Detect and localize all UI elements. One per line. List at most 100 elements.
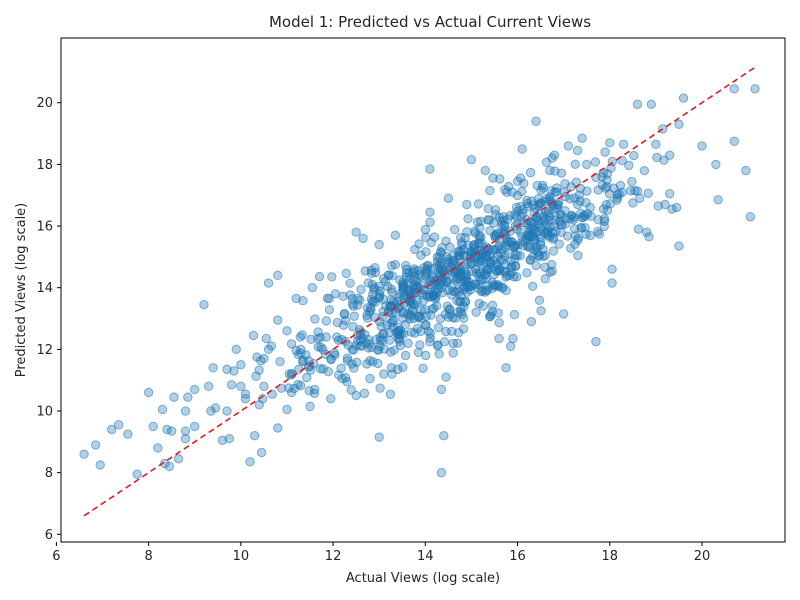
data-point [605, 138, 615, 148]
data-point [480, 165, 490, 176]
data-point [628, 198, 638, 208]
data-point [358, 233, 368, 244]
data-point [324, 305, 335, 315]
data-point [345, 278, 355, 288]
data-point [750, 84, 760, 94]
data-point [541, 193, 552, 204]
data-point [508, 333, 518, 344]
data-point [375, 290, 385, 300]
data-point [541, 214, 551, 224]
data-point [180, 426, 191, 436]
data-point [346, 385, 356, 395]
data-point [444, 304, 455, 314]
data-point [371, 334, 381, 345]
data-point [435, 314, 446, 324]
data-point [711, 159, 721, 170]
data-point [476, 275, 486, 285]
data-point [501, 363, 511, 373]
data-point [484, 215, 495, 225]
data-point [466, 155, 477, 165]
data-point [593, 227, 603, 237]
data-point [261, 333, 271, 344]
data-point [494, 333, 504, 344]
data-point [368, 357, 378, 367]
data-point [531, 116, 541, 126]
data-point [166, 426, 177, 436]
data-point [612, 190, 623, 200]
data-point [485, 185, 495, 196]
data-point [454, 254, 465, 264]
data-point [240, 393, 251, 404]
data-point [393, 327, 404, 337]
data-point [528, 200, 538, 210]
data-point [348, 301, 359, 311]
data-point [494, 212, 505, 222]
data-point [515, 173, 526, 183]
data-point [518, 240, 528, 251]
reference-line-layer [83, 65, 758, 517]
data-point [462, 269, 472, 280]
data-point [398, 362, 408, 372]
data-point [542, 227, 553, 238]
data-point [408, 299, 419, 309]
data-point [534, 295, 545, 306]
x-axis-label: Actual Views (log scale) [346, 571, 500, 586]
data-point [365, 373, 375, 384]
data-point [425, 164, 435, 174]
data-point [632, 99, 643, 109]
data-point [653, 201, 663, 211]
data-point [553, 199, 563, 210]
data-point [306, 334, 316, 345]
data-point [531, 260, 541, 271]
data-point [512, 190, 523, 201]
data-point [528, 224, 539, 234]
data-point [373, 358, 383, 369]
data-point [386, 318, 396, 328]
data-point [600, 147, 610, 157]
data-point [313, 327, 323, 337]
data-point [180, 434, 191, 444]
data-point [538, 183, 548, 193]
data-point [483, 204, 493, 214]
data-point [562, 231, 573, 241]
data-point [502, 187, 512, 197]
data-point [460, 297, 471, 307]
data-point [251, 371, 261, 381]
data-point [551, 187, 562, 197]
data-point [422, 261, 432, 272]
data-point [153, 443, 163, 453]
data-point [652, 152, 662, 163]
data-point [362, 313, 373, 323]
data-point [362, 303, 373, 313]
data-point [509, 310, 520, 320]
data-point [525, 242, 536, 253]
data-point [164, 461, 175, 472]
data-point [426, 269, 437, 280]
data-point [429, 291, 439, 301]
data-point [326, 393, 336, 404]
data-point [425, 207, 435, 217]
data-point [434, 349, 444, 359]
data-point [612, 193, 623, 203]
data-point [169, 392, 179, 402]
data-point [226, 380, 237, 390]
data-point [208, 363, 218, 373]
data-point [534, 251, 545, 261]
data-point [576, 208, 586, 219]
data-point [415, 340, 425, 350]
data-point [355, 295, 365, 305]
data-point [355, 341, 365, 351]
data-point [493, 279, 503, 290]
data-point [565, 214, 575, 224]
data-point [224, 434, 235, 444]
data-point [526, 316, 537, 327]
data-point [494, 241, 504, 251]
data-point [352, 336, 363, 346]
data-point [590, 157, 601, 167]
data-point [458, 324, 469, 334]
data-point [390, 259, 401, 270]
data-point [560, 179, 570, 189]
data-point [455, 296, 466, 307]
data-point [282, 326, 292, 336]
